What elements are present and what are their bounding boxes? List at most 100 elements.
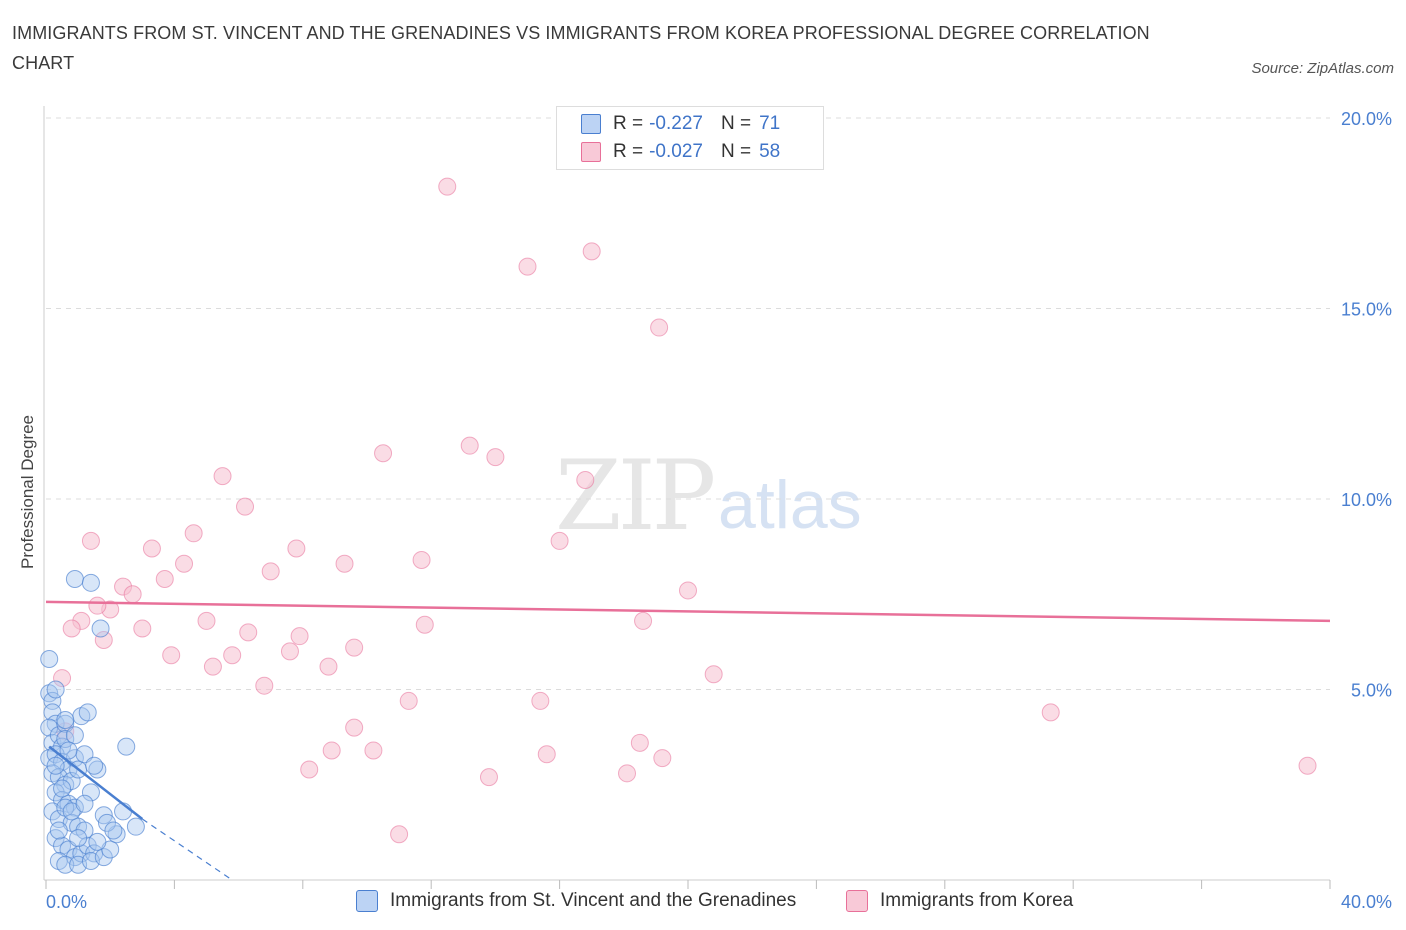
st-vincent-point	[91, 619, 110, 638]
watermark-zip: ZIP	[555, 440, 716, 552]
st-vincent-point	[94, 848, 113, 867]
korea-point	[133, 619, 152, 638]
st-vincent-point	[104, 821, 123, 840]
r-value: -0.227	[649, 113, 703, 134]
st-vincent-point	[81, 573, 100, 592]
korea-point	[576, 470, 595, 489]
legend-item-korea: Immigrants from Korea	[846, 890, 1073, 912]
korea-point	[322, 741, 341, 760]
korea-point	[531, 691, 550, 710]
korea-point	[280, 642, 299, 661]
korea-point	[550, 531, 569, 550]
st-vincent-point	[65, 570, 84, 589]
korea-point	[287, 539, 306, 558]
st-vincent-point	[40, 650, 59, 669]
korea-points	[53, 177, 1317, 844]
st-vincent-point	[65, 726, 84, 745]
legend-row-st-vincent: R = -0.227 N = 71	[581, 111, 780, 137]
n-value: 71	[759, 113, 781, 134]
korea-point	[123, 585, 142, 604]
korea-point	[88, 596, 107, 615]
korea-point	[142, 539, 161, 558]
korea-point	[53, 669, 72, 688]
korea-point	[374, 444, 393, 463]
korea-point	[162, 646, 181, 665]
st-vincent-point	[49, 821, 68, 840]
st-vincent-point	[97, 813, 116, 832]
korea-point	[415, 615, 434, 634]
st-vincent-point	[75, 821, 94, 840]
korea-point	[634, 611, 653, 630]
st-vincent-point	[46, 680, 65, 699]
st-vincent-point	[85, 756, 104, 775]
korea-point	[223, 646, 242, 665]
n-label: N =	[720, 113, 752, 134]
korea-point	[300, 760, 319, 779]
st-vincent-point	[46, 756, 65, 775]
korea-point	[155, 570, 174, 589]
tick-labels: 5.0% 10.0% 15.0% 20.0% 0.0% 40.0%	[46, 109, 1392, 912]
st-vincent-point	[53, 779, 72, 798]
korea-point	[239, 623, 258, 642]
korea-point	[213, 467, 232, 486]
st-vincent-point	[126, 817, 145, 836]
korea-point	[345, 718, 364, 737]
korea-point	[94, 630, 113, 649]
korea-point	[236, 497, 255, 516]
korea-point	[261, 562, 280, 581]
st-vincent-point	[75, 794, 94, 813]
st-vincent-point	[56, 730, 75, 749]
korea-point	[390, 825, 409, 844]
korea-point	[460, 436, 479, 455]
korea-point	[62, 619, 81, 638]
korea-point	[653, 749, 672, 768]
blue-swatch	[356, 890, 378, 912]
korea-point	[203, 657, 222, 676]
blue-swatch	[581, 114, 601, 134]
st-vincent-trend-extension	[141, 818, 233, 881]
r-label: R =	[613, 141, 644, 162]
n-label: N =	[720, 141, 752, 162]
korea-point	[630, 733, 649, 752]
st-vincent-point	[72, 844, 91, 863]
st-vincent-points	[40, 570, 145, 874]
axes	[43, 106, 1331, 889]
st-vincent-trend-line	[48, 745, 144, 821]
st-vincent-point	[81, 783, 100, 802]
st-vincent-point	[56, 855, 75, 874]
y-tick-label: 15.0%	[1341, 300, 1392, 320]
x-tick-label: 40.0%	[1341, 892, 1392, 912]
st-vincent-point	[78, 836, 97, 855]
watermark-atlas: atlas	[718, 467, 862, 543]
x-tick-label: 0.0%	[46, 892, 87, 912]
korea-point	[1298, 756, 1317, 775]
st-vincent-point	[56, 710, 75, 729]
korea-point	[175, 554, 194, 573]
korea-point	[679, 581, 697, 600]
st-vincent-point	[59, 741, 78, 760]
st-vincent-point	[78, 703, 97, 722]
korea-point	[399, 691, 418, 710]
pink-swatch	[846, 890, 868, 912]
st-vincent-point	[88, 832, 107, 851]
korea-point	[537, 745, 556, 764]
st-vincent-point	[117, 737, 136, 756]
korea-point	[618, 764, 637, 783]
korea-point	[704, 665, 723, 684]
korea-point	[255, 676, 274, 695]
korea-point	[197, 611, 216, 630]
korea-point	[290, 627, 309, 646]
korea-point	[518, 257, 537, 276]
korea-point	[345, 638, 364, 657]
korea-point	[335, 554, 354, 573]
trend-lines	[45, 600, 1331, 881]
korea-point	[81, 531, 100, 550]
korea-point	[486, 448, 505, 467]
korea-point	[479, 768, 498, 787]
st-vincent-point	[62, 771, 81, 790]
korea-point	[319, 657, 338, 676]
st-vincent-point	[69, 829, 88, 848]
legend-label: Immigrants from St. Vincent and the Gren…	[390, 890, 797, 911]
korea-point	[438, 177, 457, 196]
